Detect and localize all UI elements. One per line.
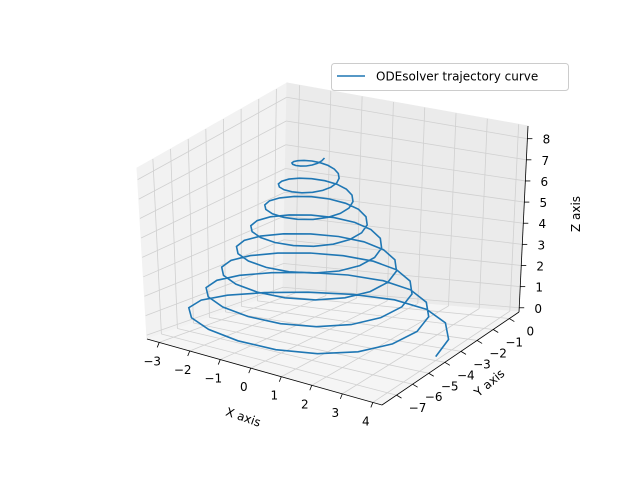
x-tick-label: −2 bbox=[174, 363, 192, 377]
z-gridline-right bbox=[286, 96, 528, 140]
y-tick-mark bbox=[444, 361, 451, 366]
axis-lines bbox=[146, 125, 529, 406]
x-tick-mark bbox=[309, 385, 313, 391]
y-tick-label: −2 bbox=[489, 346, 507, 360]
x-tick-mark bbox=[339, 393, 343, 400]
z-tick-label: 2 bbox=[536, 260, 544, 274]
y-tick-label: −6 bbox=[425, 390, 443, 404]
y-gridline-wall bbox=[223, 118, 226, 312]
x-axis-line bbox=[146, 338, 383, 406]
x-tick-label: −3 bbox=[143, 354, 161, 368]
z-tick-label: 0 bbox=[534, 302, 542, 316]
x-tick-mark bbox=[217, 359, 221, 365]
y-tick-label: −4 bbox=[457, 368, 475, 382]
y-tick-label: −7 bbox=[409, 401, 427, 415]
y-gridline-wall bbox=[170, 148, 178, 329]
y-gridline-floor bbox=[193, 322, 429, 374]
grid-lines bbox=[137, 85, 528, 403]
z-gridline-right bbox=[284, 215, 523, 245]
z-gridline-left bbox=[139, 144, 286, 219]
x-gridline-floor bbox=[250, 300, 388, 369]
y-tick-label: −5 bbox=[441, 379, 459, 393]
x-gridline-wall bbox=[386, 101, 394, 301]
x-tick-mark bbox=[187, 350, 191, 357]
z-gridline-right bbox=[285, 144, 526, 182]
trajectory-layer bbox=[187, 157, 450, 358]
z-tick-label: 4 bbox=[538, 217, 546, 231]
x-tick-label: 4 bbox=[362, 414, 370, 428]
z-axis-line bbox=[518, 125, 529, 313]
x-tick-label: 2 bbox=[301, 397, 309, 411]
x-gridline-wall bbox=[356, 96, 363, 299]
legend: ODEsolver trajectory curve bbox=[331, 63, 569, 91]
y-tick-mark bbox=[493, 329, 499, 333]
x-tick-mark bbox=[370, 402, 374, 408]
y-tick-label: −3 bbox=[473, 357, 491, 371]
x-gridline-floor bbox=[281, 303, 419, 378]
y-gridline-wall bbox=[257, 98, 260, 301]
z-gridline-right bbox=[286, 120, 527, 161]
z-gridline-left bbox=[144, 239, 285, 297]
y-gridline-floor bbox=[209, 317, 445, 363]
x-gridline-wall bbox=[294, 85, 300, 294]
y-gridline-wall bbox=[152, 158, 162, 335]
z-gridline-left bbox=[146, 286, 284, 336]
z-tick-label: 6 bbox=[541, 175, 549, 189]
x-tick-mark bbox=[156, 342, 160, 348]
x-gridline-floor bbox=[372, 310, 511, 403]
y-gridline-floor bbox=[225, 311, 462, 352]
z-gridline-right bbox=[283, 239, 522, 266]
y-tick-mark bbox=[412, 383, 418, 388]
x-tick-mark bbox=[248, 367, 252, 374]
x-gridline-floor bbox=[189, 295, 327, 352]
y-tick-label: 0 bbox=[527, 325, 535, 339]
y-tick-mark bbox=[396, 394, 402, 399]
z-gridline-left bbox=[140, 168, 286, 239]
legend-box bbox=[331, 63, 569, 91]
x-gridline-wall bbox=[325, 90, 332, 296]
z-tick-label: 1 bbox=[535, 281, 543, 295]
x-tick-label: 1 bbox=[270, 389, 278, 403]
x-gridline-floor bbox=[220, 297, 357, 360]
trajectory-curve bbox=[187, 157, 450, 358]
z-gridline-right bbox=[283, 286, 520, 309]
y-gridline-floor bbox=[161, 333, 397, 396]
y-tick-label: −1 bbox=[505, 336, 523, 350]
y-tick-mark bbox=[476, 340, 483, 344]
z-gridline-left bbox=[143, 215, 285, 278]
z-tick-label: 7 bbox=[542, 154, 550, 168]
x-axis-label: X axis bbox=[224, 405, 263, 430]
y-gridline-wall bbox=[273, 88, 277, 296]
x-tick-label: 3 bbox=[332, 406, 340, 420]
x-tick-mark bbox=[278, 376, 282, 382]
x-gridline-wall bbox=[478, 118, 488, 309]
z-gridline-right bbox=[284, 191, 524, 224]
z-gridline-left bbox=[142, 191, 286, 258]
y-gridline-floor bbox=[177, 328, 413, 385]
z-gridline-right bbox=[285, 168, 525, 203]
y-tick-mark bbox=[428, 372, 434, 377]
z-gridline-left bbox=[145, 263, 284, 317]
x-gridline-floor bbox=[342, 308, 480, 395]
y-gridline-floor bbox=[257, 300, 494, 330]
x-gridline-wall bbox=[417, 107, 426, 304]
x-tick-label: −1 bbox=[204, 372, 222, 386]
legend-label: ODEsolver trajectory curve bbox=[376, 70, 538, 84]
y-gridline-wall bbox=[187, 138, 194, 323]
z-gridline-left bbox=[138, 120, 287, 200]
z-tick-label: 5 bbox=[539, 196, 547, 210]
y-axis-line bbox=[381, 311, 520, 406]
y-tick-mark bbox=[460, 351, 467, 355]
x-gridline-wall bbox=[509, 124, 520, 312]
y-tick-mark bbox=[509, 318, 515, 322]
z-axis-label: Z axis bbox=[569, 196, 583, 232]
x-tick-label: 0 bbox=[240, 380, 248, 394]
z-tick-label: 8 bbox=[543, 133, 551, 147]
x-gridline-floor bbox=[159, 292, 296, 343]
z-tick-label: 3 bbox=[537, 238, 545, 252]
z-gridline-left bbox=[137, 96, 287, 181]
x-gridline-wall bbox=[448, 113, 457, 307]
